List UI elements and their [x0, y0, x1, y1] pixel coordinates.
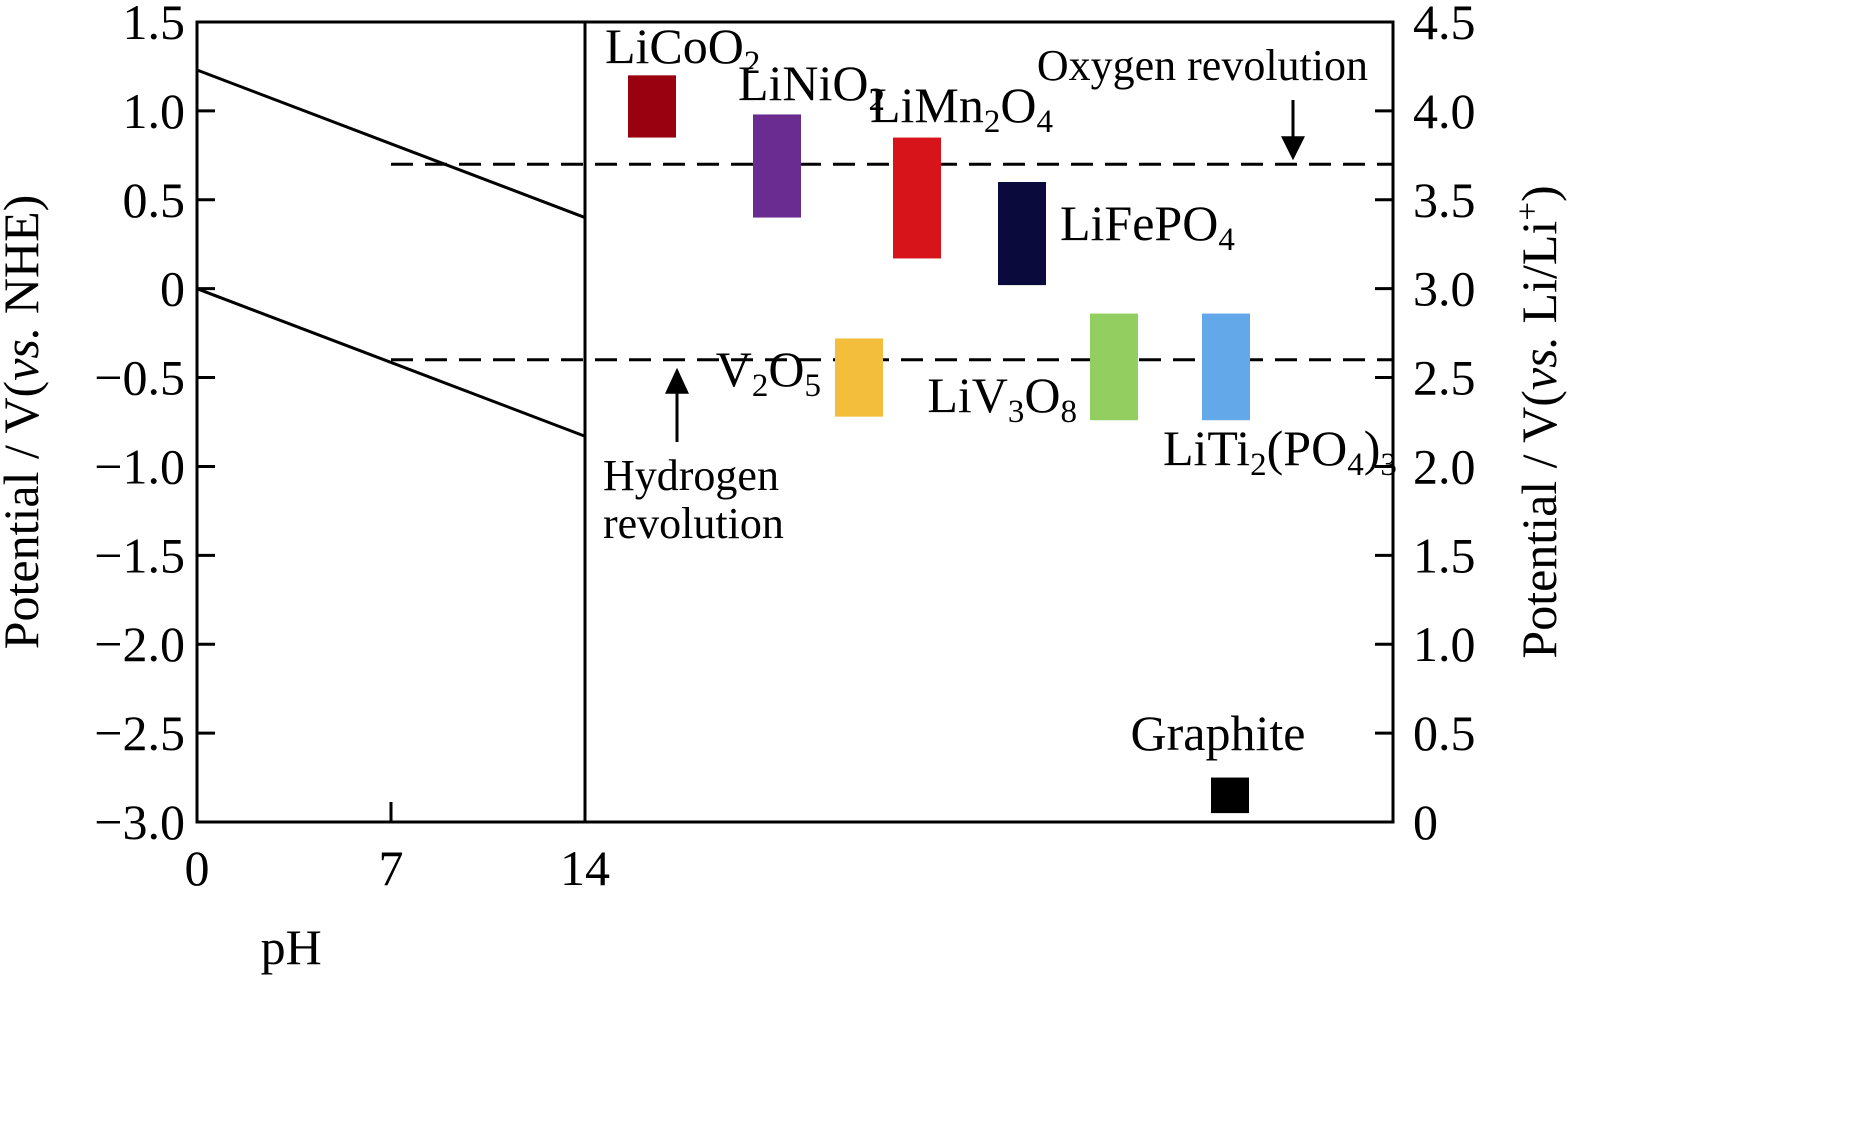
left-tick-label: −3.0: [94, 794, 185, 850]
right-tick-label: 4.0: [1413, 83, 1476, 139]
oxygen-arrow-head: [1281, 136, 1305, 161]
bar-lifepo4: [998, 182, 1046, 286]
bar-liti2po43: [1202, 313, 1250, 421]
oxygen-evolution-line: [196, 68, 586, 219]
left-tick-label: 1.0: [123, 83, 186, 139]
hydrogen-arrow-head: [665, 367, 689, 394]
label-lifepo4: LiFePO4: [1060, 195, 1235, 258]
label-liti2po43: LiTi2(PO4)3: [1163, 420, 1397, 483]
left-tick-label: −0.5: [94, 350, 185, 406]
bar-linio2: [753, 114, 801, 218]
left-tick-label: 0.5: [123, 172, 186, 228]
hydrogen-evolution-line: [196, 287, 586, 438]
oxygen-revolution-label: Oxygen revolution: [1037, 41, 1368, 90]
x-tick-label: 0: [185, 840, 210, 896]
plot-frame: [195, 20, 1395, 824]
x-tick-label: 7: [379, 840, 404, 896]
plot-border: [195, 20, 1395, 824]
material-bars: [628, 75, 1250, 814]
bar-liv3o8: [1090, 313, 1138, 421]
left-tick-label: −1.0: [94, 438, 185, 494]
bar-v2o5: [835, 338, 883, 417]
chart-labels: pH Potential / V(vs. NHE) Potential / V(vs…: [0, 18, 1567, 975]
left-tick-label: −2.0: [94, 616, 185, 672]
label-linio2: LiNiO2: [738, 55, 885, 118]
label-licoo2: LiCoO2: [605, 18, 760, 81]
label-graphite: Graphite: [1131, 705, 1306, 761]
right-tick-label: 2.5: [1413, 350, 1476, 406]
right-tick-label: 4.5: [1413, 0, 1476, 50]
bar-licoo2: [628, 75, 676, 138]
axis-ticks: 1.5 1.0 0.5 0 −0.5 −1.0 −1.5 −2.0 −2.5 −3.0 4.5 4.0…: [94, 0, 1475, 896]
hydrogen-revolution-label: Hydrogen revolution: [603, 451, 784, 548]
left-tick-label: 1.5: [123, 0, 186, 50]
right-tick-label: 3.0: [1413, 261, 1476, 317]
label-v2o5: V2O5: [716, 341, 821, 404]
left-tick-label: −1.5: [94, 527, 185, 583]
right-axis-title: Potential / V(vs. Li/Li+): [1510, 185, 1567, 658]
left-tick-label: 0: [160, 261, 185, 317]
right-tick-label: 0: [1413, 794, 1438, 850]
bar-limn2o4: [893, 137, 941, 259]
left-tick-label: −2.5: [94, 705, 185, 761]
x-axis-title: pH: [261, 919, 322, 975]
label-liv3o8: LiV3O8: [927, 367, 1077, 430]
right-tick-label: 0.5: [1413, 705, 1476, 761]
right-tick-label: 1.0: [1413, 616, 1476, 672]
x-tick-label: 14: [560, 840, 610, 896]
right-tick-label: 1.5: [1413, 527, 1476, 583]
left-axis-title: Potential / V(vs. NHE): [0, 195, 49, 650]
right-tick-label: 2.0: [1413, 438, 1476, 494]
right-tick-label: 3.5: [1413, 172, 1476, 228]
label-limn2o4: LiMn2O4: [870, 77, 1053, 140]
bar-graphite: [1211, 777, 1249, 814]
